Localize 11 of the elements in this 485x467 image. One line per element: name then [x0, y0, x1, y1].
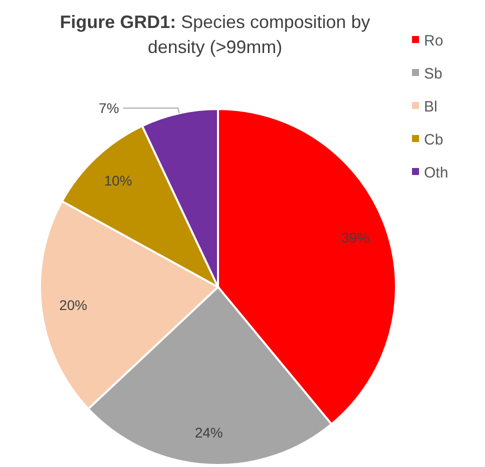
- legend-label: Ro: [424, 32, 444, 50]
- data-label: 39%: [341, 229, 370, 246]
- legend-label: Cb: [424, 131, 444, 148]
- legend-label: Oth: [424, 164, 448, 182]
- chart-title: Figure GRD1: Species composition by density (>99mm): [60, 12, 370, 57]
- data-label: 7%: [98, 100, 120, 116]
- data-label: 10%: [104, 172, 132, 188]
- data-label: 20%: [59, 297, 88, 314]
- data-label: 24%: [194, 424, 223, 441]
- legend-label: Sb: [424, 65, 442, 82]
- legend-label: Bl: [424, 98, 438, 116]
